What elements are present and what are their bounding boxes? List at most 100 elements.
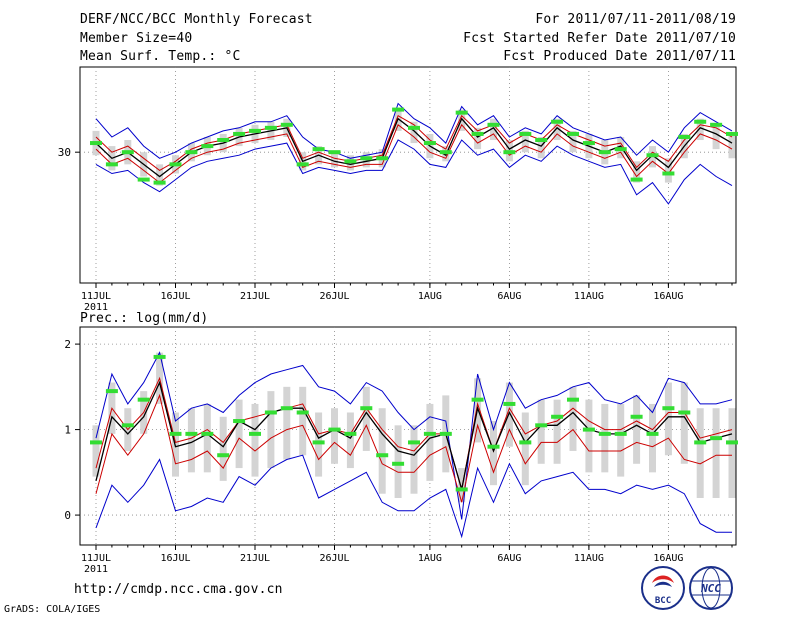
- prec-observation-marker: [678, 410, 691, 415]
- forecast-produced-date: Fcst Produced Date 2011/07/11: [503, 49, 736, 64]
- temp-series-ensemble-min: [95, 139, 733, 205]
- prec-spread-box: [92, 425, 100, 477]
- prec-spread-box: [553, 399, 561, 464]
- prec-observation-marker: [423, 431, 436, 436]
- prec-spread-box: [537, 399, 545, 464]
- temp-observation-marker: [105, 162, 118, 167]
- prec-spread-box: [394, 425, 402, 498]
- temp-y-tick-label: 30: [58, 146, 71, 159]
- prec-observation-marker: [153, 354, 166, 359]
- prec-series-ensemble-max: [95, 351, 733, 520]
- prec-observation-marker: [121, 423, 134, 428]
- prec-spread-box: [203, 403, 211, 473]
- prec-observation-marker: [582, 427, 595, 432]
- temp-observation-marker: [121, 150, 134, 155]
- temp-plot-frame: [79, 66, 737, 284]
- temp-observation-marker: [296, 162, 309, 167]
- prec-spread-box: [235, 399, 243, 469]
- bcc-logo-text: BCC: [655, 596, 671, 606]
- prec-observation-marker: [598, 431, 611, 436]
- chart-title: DERF/NCC/BCC Monthly Forecast: [80, 12, 313, 27]
- prec-spread-box: [267, 391, 275, 469]
- temp-x-tick-label: 16JUL: [160, 291, 190, 302]
- temp-observation-marker: [312, 147, 325, 152]
- temperature-panel-title: Mean Surf. Temp.: °C: [80, 49, 241, 64]
- temp-spread-box: [633, 161, 641, 183]
- prec-observation-marker: [217, 453, 230, 458]
- temp-series-ensemble-mean: [95, 117, 733, 178]
- temp-x-tick-label: 21JUL: [240, 291, 270, 302]
- temp-observation-marker: [535, 138, 548, 143]
- temp-spread-box: [410, 121, 418, 144]
- prec-spread-box: [315, 412, 323, 477]
- ncc-logo: NCC: [689, 566, 733, 610]
- prec-observation-marker: [296, 410, 309, 415]
- prec-observation-marker: [614, 431, 627, 436]
- temp-x-tick-label: 1AUG: [418, 291, 442, 302]
- temp-observation-marker: [137, 177, 150, 182]
- prec-spread-box: [378, 408, 386, 494]
- forecast-period: For 2011/07/11-2011/08/19: [535, 12, 736, 27]
- temp-observation-marker: [217, 138, 230, 143]
- prec-spread-box: [696, 408, 704, 498]
- temp-observation-marker: [392, 107, 405, 112]
- temp-observation-marker: [185, 150, 198, 155]
- source-url[interactable]: http://cmdp.ncc.cma.gov.cn: [74, 582, 283, 597]
- prec-observation-marker: [726, 440, 738, 445]
- prec-observation-marker: [710, 436, 723, 441]
- temp-x-year-label: 2011: [84, 302, 108, 313]
- prec-observation-marker: [694, 440, 707, 445]
- temp-x-tick-label: 11AUG: [574, 291, 604, 302]
- prec-spread-box: [251, 403, 259, 477]
- prec-spread-box: [331, 408, 338, 464]
- temp-observation-marker: [598, 150, 611, 155]
- temp-observation-marker: [614, 147, 627, 152]
- prec-spread-box: [601, 403, 609, 473]
- prec-observation-marker: [439, 431, 452, 436]
- member-size-label: Member Size=40: [80, 31, 193, 46]
- prec-spread-box: [362, 386, 370, 451]
- temp-observation-marker: [408, 125, 420, 130]
- prec-series-lower-spread: [95, 393, 732, 503]
- prec-spread-box: [346, 412, 354, 469]
- temp-x-tick-label: 6AUG: [497, 291, 521, 302]
- temp-spread-box: [569, 130, 577, 153]
- prec-spread-box: [410, 425, 418, 494]
- temp-observation-marker: [233, 131, 246, 136]
- temp-observation-marker: [646, 153, 659, 158]
- prec-spread-box: [664, 382, 672, 456]
- temp-observation-marker: [153, 180, 166, 185]
- prec-x-tick-label: 26JUL: [319, 553, 349, 564]
- prec-observation-marker: [137, 397, 150, 402]
- prec-x-tick-label: 16AUG: [653, 553, 683, 564]
- prec-observation-marker: [169, 431, 182, 436]
- ncc-logo-text: NCC: [700, 582, 721, 595]
- prec-observation-marker: [201, 431, 214, 436]
- prec-series-ensemble-mean: [95, 380, 733, 490]
- temp-observation-marker: [678, 134, 691, 139]
- temp-observation-marker: [503, 150, 516, 155]
- prec-observation-marker: [519, 440, 532, 445]
- prec-y-tick-label: 2: [64, 338, 71, 351]
- prec-spread-box: [187, 408, 195, 473]
- temp-spread-box: [331, 152, 338, 168]
- precipitation-panel-title: Prec.: log(mm/d): [80, 311, 209, 326]
- temp-observation-marker: [694, 119, 707, 124]
- prec-observation-marker: [105, 389, 118, 394]
- temp-observation-marker: [726, 131, 738, 136]
- prec-observation-marker: [646, 431, 659, 436]
- prec-observation-marker: [392, 461, 405, 466]
- temp-observation-marker: [519, 131, 532, 136]
- temp-observation-marker: [582, 141, 595, 146]
- prec-observation-marker: [264, 410, 277, 415]
- prec-x-tick-label: 1AUG: [418, 553, 442, 564]
- temp-spread-box: [474, 127, 482, 150]
- temp-spread-box: [490, 118, 497, 141]
- prec-spread-box: [521, 412, 529, 486]
- prec-spread-box: [490, 421, 497, 486]
- temp-spread-box: [664, 158, 672, 183]
- prec-spread-box: [458, 468, 466, 503]
- prec-spread-box: [299, 386, 307, 456]
- prec-observation-marker: [471, 397, 484, 402]
- prec-observation-marker: [455, 487, 468, 492]
